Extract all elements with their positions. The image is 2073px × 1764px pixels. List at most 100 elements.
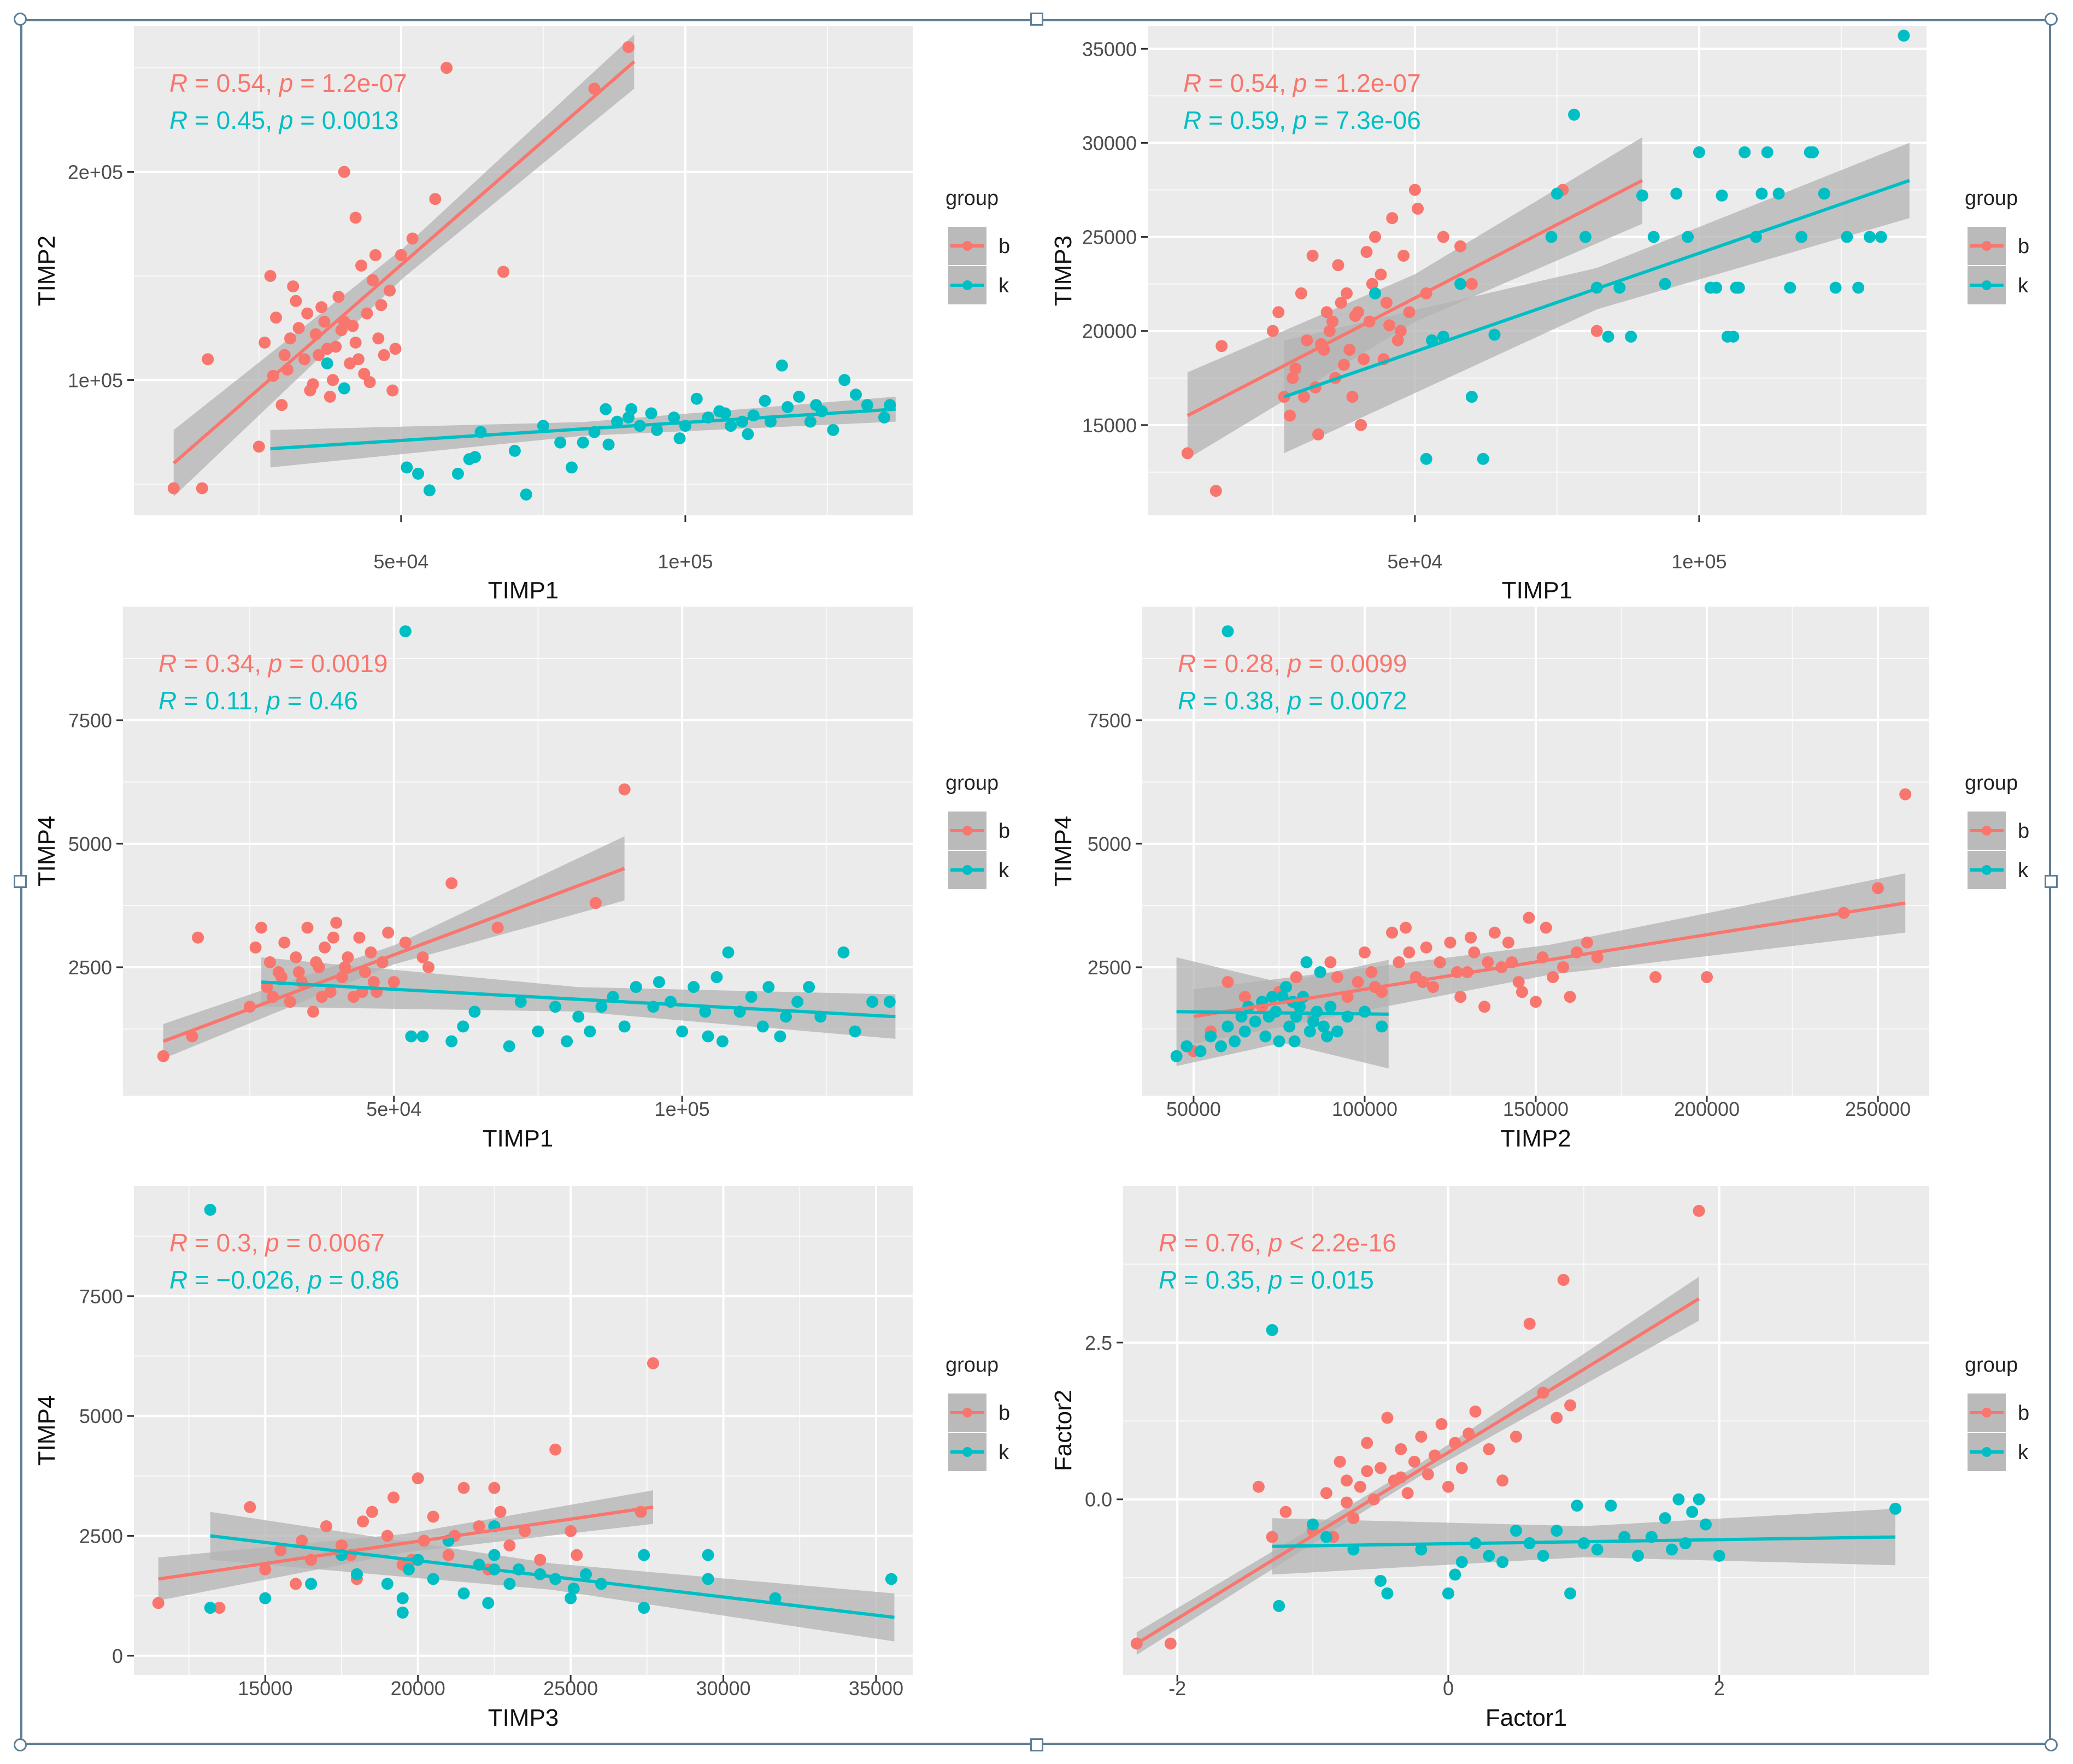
- data-point-b: [1332, 259, 1344, 272]
- data-point-b: [412, 1472, 424, 1485]
- data-point-b: [399, 936, 412, 949]
- legend-label-k: k: [2018, 274, 2029, 297]
- bottom-left-resize-handle[interactable]: [14, 1738, 27, 1751]
- data-point-b: [1393, 956, 1405, 968]
- correlation-annotation-k: R = 0.59, p = 7.3e-06: [1183, 106, 1421, 134]
- annotation-text-part: p: [278, 106, 293, 134]
- data-point-k: [1307, 1015, 1320, 1028]
- data-point-b: [259, 1563, 272, 1575]
- regression-line-b: [1187, 179, 1643, 418]
- correlation-annotation-b: R = 0.76, p < 2.2e-16: [1159, 1228, 1396, 1257]
- data-point-b: [1323, 325, 1336, 337]
- legend-title: group: [1965, 1354, 2018, 1377]
- data-point-b: [1331, 971, 1343, 984]
- legend-key-point-b: [1982, 1408, 1992, 1418]
- bottom-center-resize-handle[interactable]: [1030, 1738, 1043, 1751]
- data-point-b: [1496, 1474, 1509, 1487]
- data-point-b: [1397, 249, 1410, 262]
- legend-key-point-k: [962, 280, 972, 290]
- legend-key-point-b: [1982, 826, 1992, 836]
- data-point-b: [1366, 278, 1378, 290]
- data-point-b: [571, 1549, 583, 1561]
- data-point-b: [565, 1525, 577, 1537]
- x-tick-label: 100000: [1332, 1098, 1397, 1120]
- data-point-b: [1337, 358, 1350, 371]
- x-tick-label: 20000: [391, 1677, 445, 1700]
- y-tick-label: 7500: [68, 709, 112, 732]
- x-tick-label: 5e+04: [1387, 550, 1442, 573]
- middle-left-resize-handle[interactable]: [14, 875, 27, 888]
- data-point-b: [347, 320, 359, 332]
- top-left-resize-handle[interactable]: [14, 13, 27, 26]
- data-point-b: [1306, 249, 1319, 262]
- data-point-b: [647, 1357, 659, 1369]
- top-right-resize-handle[interactable]: [2045, 13, 2058, 26]
- data-point-b: [338, 166, 350, 178]
- annotation-text-part: R: [169, 1228, 187, 1257]
- data-point-k: [412, 467, 425, 480]
- legend-key-point-k: [1982, 865, 1992, 875]
- x-tick-label: 0: [1443, 1677, 1454, 1700]
- data-point-b: [320, 1520, 333, 1532]
- data-point-b: [263, 956, 276, 968]
- data-point-b: [1361, 1437, 1373, 1449]
- data-point-k: [1455, 1556, 1468, 1568]
- data-point-b: [1361, 1465, 1373, 1478]
- annotation-text-part: = 0.54,: [1201, 69, 1293, 97]
- data-point-k: [1693, 1493, 1705, 1506]
- data-point-b: [1483, 1443, 1495, 1455]
- data-point-k: [1761, 146, 1773, 158]
- data-point-b: [1564, 991, 1576, 1003]
- bottom-right-resize-handle[interactable]: [2045, 1738, 2058, 1751]
- data-point-k: [1376, 1020, 1388, 1033]
- data-point-k: [1276, 991, 1289, 1003]
- annotation-text-part: = 0.015: [1282, 1266, 1374, 1294]
- data-point-b: [1557, 1274, 1570, 1286]
- data-point-b: [1465, 931, 1477, 944]
- data-point-b: [152, 1597, 165, 1609]
- data-point-b: [1469, 1406, 1482, 1418]
- data-point-b: [1422, 1468, 1434, 1480]
- top-center-resize-handle[interactable]: [1030, 13, 1043, 26]
- x-tick-label: 50000: [1166, 1098, 1221, 1120]
- legend-label-b: b: [999, 1402, 1010, 1425]
- data-point-b: [336, 1539, 348, 1552]
- data-point-k: [1288, 1035, 1301, 1048]
- legend-title: group: [1965, 772, 2018, 795]
- data-point-k: [1273, 1600, 1285, 1612]
- legend-label-b: b: [999, 235, 1010, 258]
- data-point-k: [305, 1578, 318, 1590]
- data-point-b: [1360, 246, 1373, 258]
- data-point-b: [1358, 353, 1370, 366]
- data-point-k: [710, 971, 723, 984]
- legend: group bk: [1965, 772, 2029, 889]
- annotation-text-part: < 2.2e-16: [1282, 1228, 1396, 1257]
- data-point-k: [1314, 966, 1326, 978]
- data-point-k: [1324, 1001, 1337, 1013]
- data-point-b: [1408, 184, 1421, 196]
- annotation-text-part: p: [278, 69, 293, 97]
- data-point-k: [1537, 1549, 1549, 1562]
- data-point-k: [688, 981, 700, 993]
- data-point-b: [1510, 1430, 1522, 1443]
- data-point-k: [399, 625, 412, 638]
- data-point-k: [1483, 1549, 1495, 1562]
- data-point-b: [1547, 971, 1559, 984]
- data-point-b: [167, 482, 180, 495]
- data-point-b: [367, 976, 380, 989]
- y-tick-label: 7500: [79, 1285, 123, 1308]
- chart-panel: -2 0 2 0.0 2.5 Factor1 Factor2 R = 0.76, p < 2.…: [1050, 1186, 2029, 1731]
- data-point-k: [1605, 1500, 1617, 1512]
- data-point-k: [756, 1020, 769, 1033]
- data-point-b: [342, 951, 354, 963]
- chart-panel: 15000 20000 25000 30000 35000 0 2500 5000 7500 TI…: [33, 1186, 1010, 1731]
- data-point-b: [1427, 981, 1440, 993]
- data-point-k: [725, 420, 737, 432]
- x-axis-title: TIMP1: [488, 577, 559, 604]
- middle-right-resize-handle[interactable]: [2045, 875, 2058, 888]
- data-point-k: [1699, 1518, 1712, 1531]
- data-point-b: [1164, 1637, 1177, 1650]
- data-point-k: [1647, 231, 1660, 243]
- data-point-k: [1665, 1543, 1678, 1556]
- data-point-b: [1415, 1430, 1428, 1443]
